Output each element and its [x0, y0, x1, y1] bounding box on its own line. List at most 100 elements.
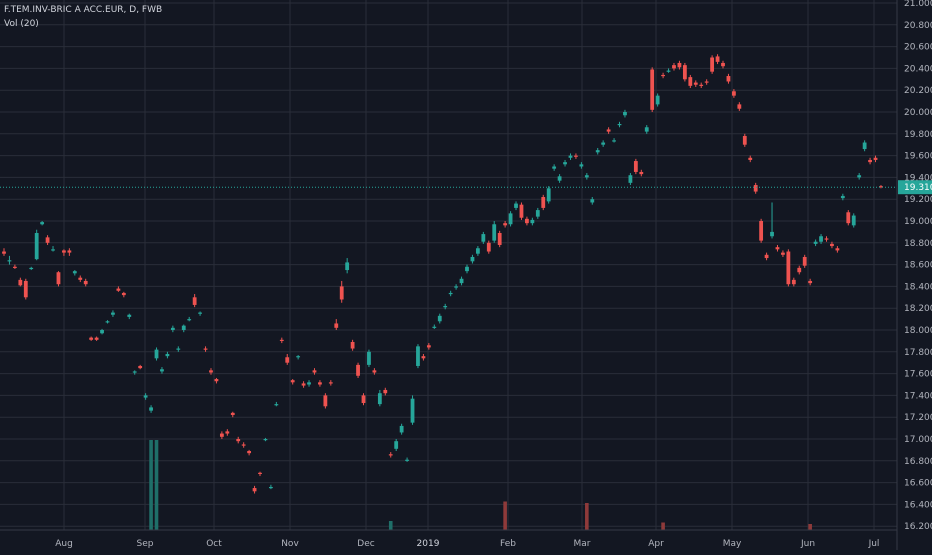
- candle: [584, 173, 589, 180]
- candle: [846, 210, 851, 226]
- candle: [623, 109, 627, 118]
- candle-body: [824, 238, 829, 240]
- candle: [176, 346, 181, 352]
- candle: [51, 246, 55, 252]
- candle-body: [535, 210, 540, 217]
- candle-body: [149, 407, 153, 411]
- candle: [279, 337, 284, 344]
- candle: [830, 241, 834, 249]
- candle: [650, 67, 655, 112]
- y-tick-label: 19.800: [904, 130, 932, 140]
- candle: [486, 240, 491, 254]
- volume-bars: [149, 440, 812, 530]
- candle-body: [116, 288, 121, 291]
- symbol-legend[interactable]: F.TEM.INV-BRIC A ACC.EUR, D, FWB: [4, 5, 163, 15]
- candle: [301, 381, 306, 388]
- y-tick-label: 16.400: [904, 500, 932, 510]
- candle-body: [715, 56, 720, 62]
- candle: [590, 197, 595, 205]
- candle-body: [873, 157, 878, 160]
- candle: [40, 221, 45, 226]
- candle-body: [595, 150, 600, 153]
- candle-body: [45, 237, 50, 243]
- candle: [840, 193, 845, 201]
- candle-body: [759, 221, 764, 241]
- candle-body: [296, 356, 301, 358]
- candle-body: [525, 218, 529, 224]
- candle: [290, 379, 295, 385]
- candle: [492, 221, 497, 243]
- y-tick-label: 19.600: [904, 152, 932, 162]
- candle: [519, 202, 524, 220]
- candle-body: [726, 76, 731, 82]
- candle-body: [617, 123, 622, 126]
- candle: [475, 246, 480, 256]
- candle: [426, 343, 431, 350]
- candle-body: [808, 280, 813, 284]
- candle-body: [230, 412, 235, 416]
- candle: [356, 362, 360, 378]
- candle-body: [241, 444, 246, 446]
- candle-body: [279, 339, 284, 342]
- candle-body: [475, 248, 480, 254]
- candle: [350, 339, 355, 351]
- candle: [655, 93, 660, 107]
- candle: [12, 264, 17, 269]
- candle: [138, 364, 143, 370]
- candle-body: [121, 292, 126, 296]
- candle: [443, 303, 448, 310]
- candle: [459, 276, 464, 286]
- candle-body: [138, 365, 143, 369]
- candle: [405, 457, 409, 462]
- candle-body: [781, 252, 785, 255]
- candle-body: [879, 186, 883, 188]
- candle: [89, 336, 94, 341]
- candle-body: [132, 371, 137, 373]
- candle-body: [677, 62, 682, 68]
- candle-body: [318, 382, 322, 385]
- candle-body: [459, 278, 464, 284]
- candle-body: [290, 380, 295, 383]
- candle-body: [328, 382, 333, 384]
- candle-body: [612, 140, 616, 142]
- candle-body: [862, 142, 867, 150]
- candle-body: [835, 248, 840, 251]
- price-axis[interactable]: 21.000 20.800 20.600 20.400 20.200 20.000 19.8…: [896, 0, 932, 550]
- candle: [437, 313, 442, 324]
- candle: [710, 55, 715, 74]
- candle: [628, 173, 633, 186]
- y-tick-label: 18.800: [904, 239, 932, 249]
- candle: [367, 349, 371, 368]
- x-tick-label: Oct: [206, 539, 222, 549]
- candle: [377, 389, 382, 407]
- candle: [230, 411, 235, 418]
- candle-body: [721, 62, 725, 67]
- candle: [2, 248, 6, 256]
- candle: [786, 249, 791, 287]
- candle: [143, 393, 148, 400]
- candle-body: [448, 292, 453, 295]
- candle-body: [100, 330, 104, 334]
- volume-legend[interactable]: Vol (20): [4, 19, 39, 29]
- candle: [606, 127, 611, 134]
- candle: [781, 250, 785, 257]
- candle-body: [514, 203, 518, 208]
- time-axis[interactable]: Aug Sep Oct Nov Dec 2019 Feb Mar Apr May Jun Jul: [0, 529, 897, 549]
- candle-body: [236, 439, 241, 442]
- candle-body: [426, 345, 431, 348]
- y-tick-label: 20.000: [904, 108, 932, 118]
- candle: [514, 201, 518, 211]
- candle: [775, 244, 780, 252]
- y-tick-label: 19.000: [904, 217, 932, 227]
- candle: [873, 155, 878, 163]
- candle-body: [165, 353, 170, 357]
- candle: [154, 347, 159, 361]
- candle-body: [465, 266, 469, 272]
- candle-body: [840, 195, 845, 199]
- candle: [105, 320, 110, 324]
- y-tick-label: 17.600: [904, 370, 932, 380]
- candle: [633, 158, 638, 175]
